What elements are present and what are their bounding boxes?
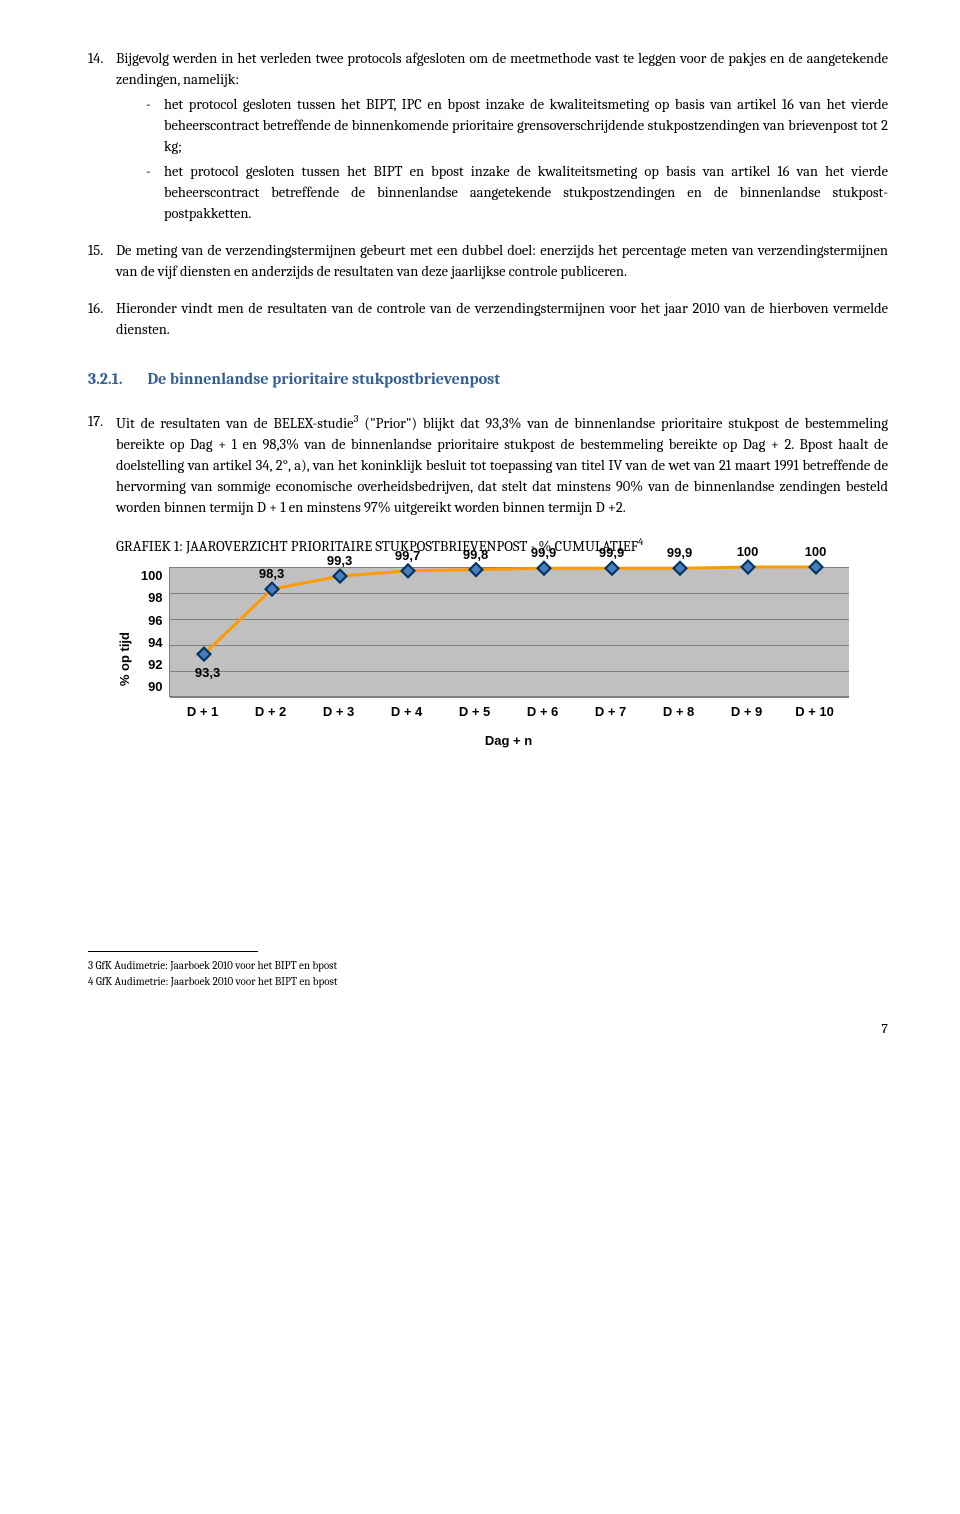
x-tick: D + 4 [373,703,441,722]
x-tick: D + 9 [713,703,781,722]
footnote-4: 4 GfK Audimetrie: Jaarboek 2010 voor het… [88,974,888,991]
para-num: 17. [88,411,103,432]
list-item: - het protocol gesloten tussen het BIPT,… [146,94,888,157]
y-tick: 96 [141,612,163,631]
footnote-3: 3 GfK Audimetrie: Jaarboek 2010 voor het… [88,958,888,975]
y-axis-ticks: 100 98 96 94 92 90 [141,567,163,697]
para-text-a: Uit de resultaten van de BELEX-studie [116,415,354,432]
chart-data-label: 98,3 [259,565,284,584]
chart-title-text: GRAFIEK 1: JAAROVERZICHT PRIORITAIRE STU… [116,538,638,555]
x-tick: D + 6 [509,703,577,722]
list-text: het protocol gesloten tussen het BIPT, I… [164,96,888,155]
x-tick: D + 10 [781,703,849,722]
paragraph-15: 15. De meting van de verzendingstermijne… [88,240,888,282]
bullet-dash: - [146,94,151,115]
chart-data-label: 100 [805,543,827,562]
footnotes: 3 GfK Audimetrie: Jaarboek 2010 voor het… [88,951,888,991]
x-axis-label: Dag + n [169,732,849,751]
footnote-rule [88,951,258,952]
x-axis-ticks: D + 1D + 2D + 3D + 4D + 5D + 6D + 7D + 8… [169,703,849,722]
y-tick: 98 [141,589,163,608]
y-tick: 92 [141,656,163,675]
footnote-ref-4: 4 [638,535,643,548]
chart-data-label: 100 [737,543,759,562]
x-tick: D + 8 [645,703,713,722]
section-title: De binnenlandse prioritaire stukpostbrie… [148,370,501,388]
chart-svg [170,567,850,697]
chart-data-label: 99,9 [667,544,692,563]
paragraph-17: 17. Uit de resultaten van de BELEX-studi… [88,411,888,518]
gridline [170,697,849,698]
chart-plot-area: 93,398,399,399,799,899,999,999,9100100 [169,567,849,697]
para-num: 15. [88,240,103,261]
para-text: Hieronder vindt men de resultaten van de… [116,300,888,338]
chart-data-label: 99,8 [463,546,488,565]
x-tick: D + 7 [577,703,645,722]
x-tick: D + 2 [237,703,305,722]
para-text: De meting van de verzendingstermijnen ge… [116,242,888,280]
y-tick: 94 [141,634,163,653]
chart-data-label: 99,9 [531,544,556,563]
chart-title: GRAFIEK 1: JAAROVERZICHT PRIORITAIRE STU… [116,534,888,557]
list-text: het protocol gesloten tussen het BIPT en… [164,163,888,222]
x-tick: D + 1 [169,703,237,722]
page-number: 7 [88,1019,888,1039]
list-item: - het protocol gesloten tussen het BIPT … [146,161,888,224]
x-tick: D + 5 [441,703,509,722]
sublist-14: - het protocol gesloten tussen het BIPT,… [116,94,888,224]
chart-data-label: 99,3 [327,552,352,571]
y-tick: 90 [141,678,163,697]
y-tick: 100 [141,567,163,586]
para-text: Bijgevolg werden in het verleden twee pr… [116,50,888,88]
para-num: 14. [88,48,103,69]
chart-data-label: 99,9 [599,544,624,563]
paragraph-14: 14. Bijgevolg werden in het verleden twe… [88,48,888,224]
paragraph-16: 16. Hieronder vindt men de resultaten va… [88,298,888,340]
y-axis-label: % op tijd [116,632,135,686]
section-num: 3.2.1. [88,368,144,391]
para-num: 16. [88,298,103,319]
x-tick: D + 3 [305,703,373,722]
chart-data-label: 99,7 [395,547,420,566]
chart-grafiek-1: % op tijd 1009896949290 93,398,399,399,7… [116,567,888,751]
chart-data-label: 93,3 [195,664,220,683]
bullet-dash: - [146,161,151,182]
chart-line [204,567,816,654]
section-heading: 3.2.1. De binnenlandse prioritaire stukp… [88,368,888,391]
